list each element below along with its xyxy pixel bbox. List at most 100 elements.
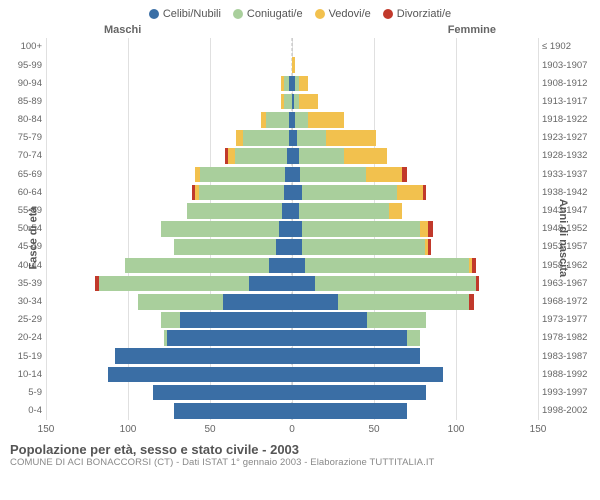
birth-year-label: 1978-1982 [542, 329, 596, 347]
plot-area: Fasce di età Anni di nascita 100+95-9990… [4, 38, 596, 438]
bar-segment-con [174, 239, 276, 255]
pyramid-row [46, 347, 538, 365]
bar-segment-cel [292, 167, 300, 183]
pyramid-row [46, 365, 538, 383]
birth-year-label: 1988-1992 [542, 365, 596, 383]
bar-segment-cel [292, 330, 407, 346]
birth-year-label: 1993-1997 [542, 384, 596, 402]
bar-segment-cel [292, 185, 302, 201]
birth-year-label: 1968-1972 [542, 293, 596, 311]
bar-segment-con [284, 94, 292, 110]
pyramid-row [46, 293, 538, 311]
x-tick-label: 150 [530, 424, 547, 435]
bar-segment-div [469, 294, 474, 310]
bar-segment-con [407, 330, 420, 346]
bar-segment-ved [366, 167, 402, 183]
y-axis-title-left: Fasce di età [27, 207, 39, 270]
y-axis-age: 100+95-9990-9485-8980-8475-7970-7465-696… [4, 38, 46, 438]
bar-segment-con [243, 130, 289, 146]
x-tick-label: 50 [368, 424, 379, 435]
bar-segment-con [187, 203, 282, 219]
legend-item: Vedovi/e [315, 8, 371, 20]
bar-segment-cel [292, 348, 420, 364]
birth-year-label: 1908-1912 [542, 74, 596, 92]
legend-label: Coniugati/e [247, 8, 303, 20]
caption: Popolazione per età, sesso e stato civil… [4, 438, 596, 468]
bar-segment-cel [174, 403, 292, 419]
legend-item: Coniugati/e [233, 8, 303, 20]
bar-segment-cel [108, 367, 292, 383]
bar-segment-con [200, 167, 285, 183]
bar-segment-con [302, 239, 425, 255]
bar-segment-con [138, 294, 223, 310]
pyramid-row [46, 38, 538, 56]
bar-segment-cel [292, 258, 305, 274]
bar-segment-cel [153, 385, 292, 401]
birth-year-label: 1983-1987 [542, 347, 596, 365]
pyramid-row [46, 129, 538, 147]
pyramid-row [46, 74, 538, 92]
bar-segment-con [302, 221, 420, 237]
bar-segment-cel [292, 403, 407, 419]
bar-segment-ved [299, 76, 309, 92]
age-band-label: 85-89 [4, 93, 42, 111]
birth-year-label: 1918-1922 [542, 111, 596, 129]
bar-segment-con [235, 148, 287, 164]
legend-label: Vedovi/e [329, 8, 371, 20]
bar-segment-con [302, 185, 397, 201]
bar-segment-cel [292, 276, 315, 292]
bar-segment-div [402, 167, 407, 183]
bar-segment-cel [180, 312, 292, 328]
pyramid-row [46, 56, 538, 74]
pyramid-row [46, 256, 538, 274]
bar-segment-div [428, 239, 431, 255]
bar-segment-div [423, 185, 426, 201]
bar-segment-con [199, 185, 284, 201]
bar-segment-con [266, 112, 289, 128]
chart-subtitle: COMUNE DI ACI BONACCORSI (CT) - Dati IST… [10, 457, 590, 468]
bar-segment-con [315, 276, 476, 292]
age-band-label: 100+ [4, 38, 42, 56]
age-band-label: 60-64 [4, 184, 42, 202]
bar-segment-cel [292, 239, 302, 255]
age-band-label: 30-34 [4, 293, 42, 311]
birth-year-label: 1963-1967 [542, 274, 596, 292]
bar-segment-cel [284, 185, 292, 201]
bar-segment-ved [292, 57, 295, 73]
age-band-label: 10-14 [4, 365, 42, 383]
legend-label: Divorziati/e [397, 8, 451, 20]
age-band-label: 95-99 [4, 56, 42, 74]
age-band-label: 90-94 [4, 74, 42, 92]
age-band-label: 65-69 [4, 165, 42, 183]
bar-segment-con [300, 167, 366, 183]
pyramid-row [46, 202, 538, 220]
pyramid-row [46, 329, 538, 347]
age-band-label: 70-74 [4, 147, 42, 165]
x-axis: 15010050050100150 [46, 424, 538, 438]
x-tick-label: 100 [120, 424, 137, 435]
bar-segment-div [472, 258, 475, 274]
legend-swatch [233, 9, 243, 19]
bar-segment-cel [292, 294, 338, 310]
pyramid-row [46, 402, 538, 420]
bar-segment-ved [389, 203, 402, 219]
pyramid-row [46, 311, 538, 329]
birth-year-label: 1913-1917 [542, 93, 596, 111]
bar-segment-ved [397, 185, 423, 201]
pyramid-row [46, 184, 538, 202]
pyramid-row [46, 147, 538, 165]
bar-segment-div [428, 221, 433, 237]
bar-segment-cel [292, 385, 426, 401]
bar-segment-con [161, 221, 279, 237]
header-females: Femmine [448, 24, 496, 36]
legend-swatch [149, 9, 159, 19]
birth-year-label: 1933-1937 [542, 165, 596, 183]
bar-segment-div [476, 276, 479, 292]
bars-area: 15010050050100150 [46, 38, 538, 438]
x-tick-label: 150 [38, 424, 55, 435]
x-tick-label: 100 [448, 424, 465, 435]
bar-segment-con [299, 203, 389, 219]
pyramid-row [46, 111, 538, 129]
bar-segment-cel [279, 221, 292, 237]
bar-segment-cel [249, 276, 292, 292]
